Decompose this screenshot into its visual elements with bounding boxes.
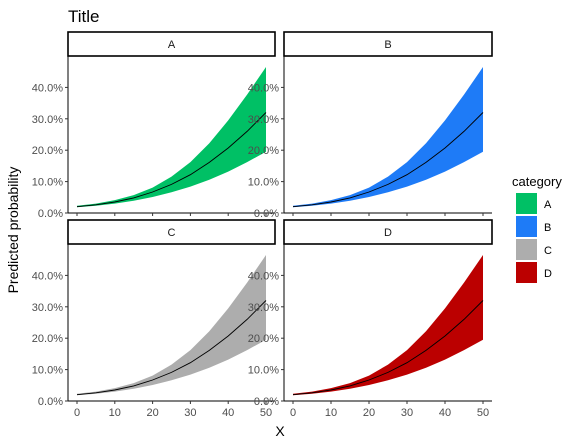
- fit-line: [76, 300, 267, 396]
- legend-key-b: [516, 216, 537, 237]
- confidence-band: [77, 67, 266, 208]
- y-tick-label: 0.0%: [254, 208, 279, 220]
- y-tick-label: 10.0%: [32, 365, 63, 377]
- y-tick-label: 30.0%: [32, 114, 63, 126]
- x-tick-label: 20: [363, 407, 375, 419]
- x-tick-label: 40: [439, 407, 451, 419]
- panels: A 0.0% 10.0% 20.0% 30.0% 40.0% 0 10 20 30 40 50 B 0.0…: [32, 31, 493, 419]
- panel-c: C 0.0% 10.0% 20.0% 30.0% 40.0% 0 10 20 30 40 50: [32, 219, 276, 419]
- chart-title: Title: [68, 7, 100, 26]
- y-tick-label: 20.0%: [32, 145, 63, 157]
- y-tick-label: 40.0%: [32, 82, 63, 94]
- y-tick-label: 10.0%: [248, 177, 279, 189]
- fit-line: [292, 112, 484, 208]
- strip-box: [67, 31, 276, 57]
- y-tick-label: 20.0%: [248, 333, 279, 345]
- panel-d: D 0.0% 10.0% 20.0% 30.0% 40.0% 0 10 20 30 40 50: [248, 219, 493, 419]
- y-tick-label: 20.0%: [32, 333, 63, 345]
- legend-title: category: [512, 174, 562, 189]
- strip-label: C: [168, 227, 176, 239]
- strip-label: A: [168, 39, 176, 51]
- x-tick-label: 30: [184, 407, 196, 419]
- x-tick-label: 50: [260, 407, 272, 419]
- fit-line: [292, 300, 484, 396]
- strip-box: [283, 219, 493, 245]
- y-tick-label: 0.0%: [254, 396, 279, 408]
- strip-box: [283, 31, 493, 57]
- x-tick-label: 40: [222, 407, 234, 419]
- y-tick-label: 0.0%: [38, 208, 63, 220]
- legend-label-d: D: [544, 268, 552, 280]
- x-tick-label: 50: [477, 407, 489, 419]
- y-tick-label: 40.0%: [248, 82, 279, 94]
- x-tick-label: 0: [290, 407, 296, 419]
- x-tick-label: 20: [146, 407, 158, 419]
- y-tick-label: 20.0%: [248, 145, 279, 157]
- y-axis-title: Predicted probability: [5, 167, 21, 294]
- confidence-band: [293, 255, 483, 396]
- x-tick-label: 0: [74, 407, 80, 419]
- strip-label: B: [384, 39, 391, 51]
- y-tick-label: 40.0%: [32, 270, 63, 282]
- y-tick-label: 30.0%: [248, 114, 279, 126]
- legend-key-a: [516, 193, 537, 214]
- legend-label-c: C: [544, 245, 552, 257]
- x-axis-title: X: [275, 423, 285, 439]
- fit-line: [76, 112, 267, 208]
- confidence-band: [77, 255, 266, 396]
- legend-key-d: [516, 262, 537, 283]
- confidence-band: [293, 67, 483, 208]
- legend-label-a: A: [544, 199, 552, 211]
- y-tick-label: 30.0%: [248, 302, 279, 314]
- legend-key-c: [516, 239, 537, 260]
- y-tick-label: 10.0%: [32, 177, 63, 189]
- x-tick-label: 10: [109, 407, 121, 419]
- y-tick-label: 10.0%: [248, 365, 279, 377]
- y-tick-label: 40.0%: [248, 270, 279, 282]
- x-tick-label: 30: [401, 407, 413, 419]
- y-tick-label: 0.0%: [38, 396, 63, 408]
- strip-box: [67, 219, 276, 245]
- strip-label: D: [384, 227, 392, 239]
- x-tick-label: 10: [325, 407, 337, 419]
- y-tick-label: 30.0%: [32, 302, 63, 314]
- legend-label-b: B: [544, 222, 551, 234]
